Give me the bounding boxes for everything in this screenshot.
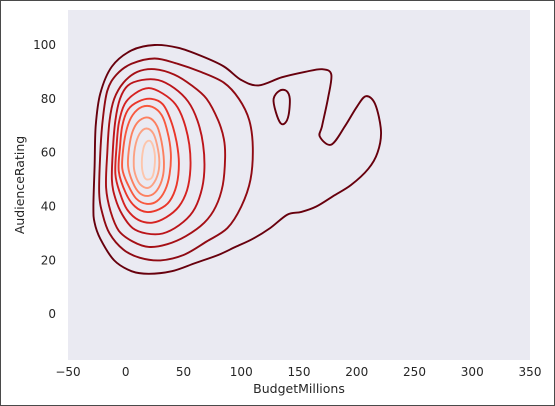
x-tick-label: 200: [345, 365, 368, 379]
contour-lines: [92, 43, 383, 275]
x-tick-label: 350: [519, 365, 542, 379]
y-tick-label: 40: [41, 200, 56, 214]
x-axis-label: BudgetMillions: [253, 381, 345, 396]
y-tick-labels: 0 20 40 60 80 100: [33, 38, 56, 321]
x-tick-label: −50: [55, 365, 80, 379]
x-tick-label: 150: [288, 365, 311, 379]
plot-area: [68, 10, 530, 360]
contour-level-4-part-1: [110, 78, 206, 236]
x-tick-label: 0: [122, 365, 130, 379]
y-tick-label: 80: [41, 92, 56, 106]
y-tick-label: 0: [48, 307, 56, 321]
contour-level-9-part-1: [132, 127, 161, 189]
contour-level-3-part-1: [105, 68, 227, 248]
contour-level-6-part-1: [117, 97, 180, 213]
contour-level-1-part-2: [272, 88, 291, 126]
contour-level-5-part-1: [114, 87, 192, 224]
y-tick-label: 60: [41, 146, 56, 160]
x-tick-label: 300: [461, 365, 484, 379]
x-tick-label: 100: [230, 365, 253, 379]
contour-level-8-part-1: [126, 116, 165, 197]
contour-level-7-part-1: [121, 104, 172, 205]
contour-level-10-part-1: [140, 139, 156, 181]
y-tick-label: 20: [41, 253, 56, 267]
y-tick-label: 100: [33, 38, 56, 52]
y-axis-label: AudienceRating: [12, 136, 27, 234]
contour-level-1-part-1: [92, 43, 383, 275]
x-tick-labels: −50 0 50 100 150 200 250 300 350: [55, 365, 541, 379]
x-tick-label: 50: [176, 365, 191, 379]
contour-level-2-part-1: [98, 57, 254, 262]
x-tick-label: 250: [403, 365, 426, 379]
